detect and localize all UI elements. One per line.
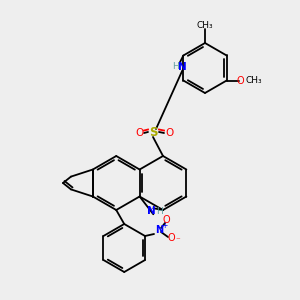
Text: CH₃: CH₃ <box>245 76 262 85</box>
Text: N: N <box>147 206 156 216</box>
Text: O: O <box>167 233 175 243</box>
Text: O: O <box>135 128 143 138</box>
Text: +: + <box>161 221 167 230</box>
Text: H: H <box>172 62 179 71</box>
Text: CH₃: CH₃ <box>197 20 213 29</box>
Text: N: N <box>155 225 163 235</box>
Text: ⁻: ⁻ <box>176 236 180 245</box>
Text: N: N <box>178 61 187 71</box>
Text: H: H <box>156 207 163 216</box>
Text: O: O <box>237 76 244 85</box>
Text: O: O <box>162 215 170 225</box>
Text: O: O <box>165 128 173 138</box>
Text: S: S <box>149 125 157 139</box>
